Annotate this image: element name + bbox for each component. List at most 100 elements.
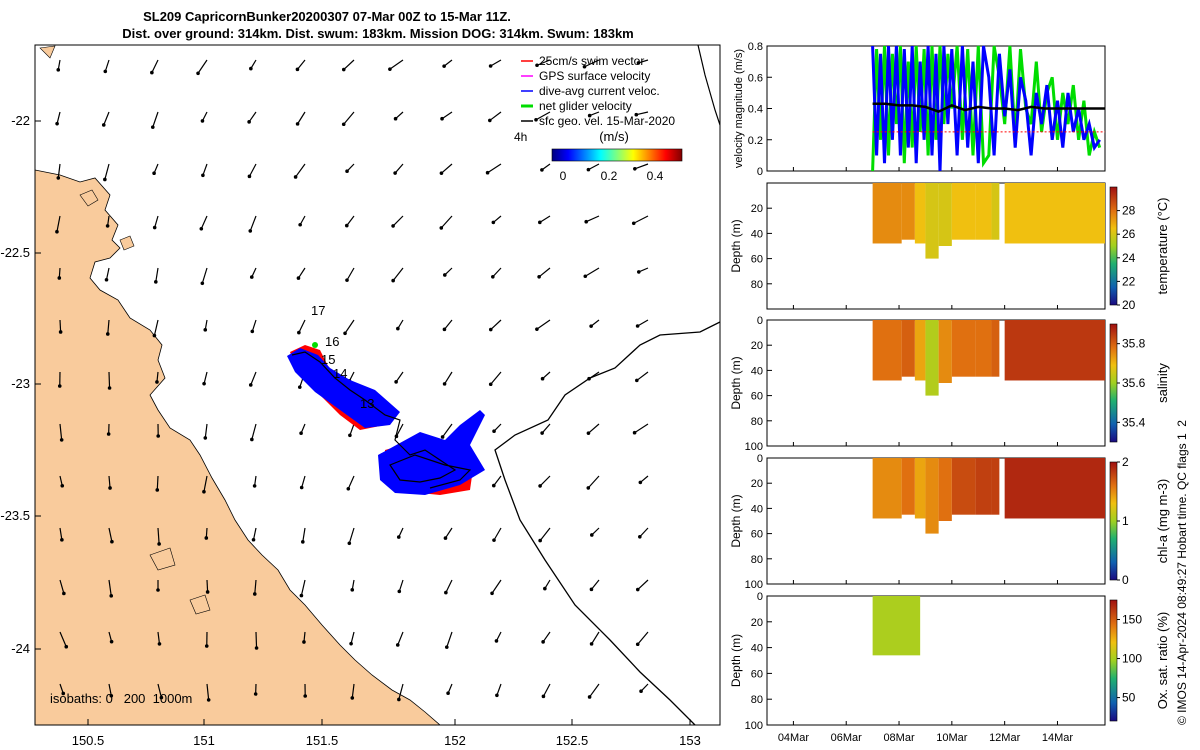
geo-velocity-arrowhead <box>204 644 209 648</box>
geo-velocity-arrowhead <box>200 281 205 286</box>
geo-velocity-arrowhead <box>631 221 636 226</box>
depth-tick-label: 60 <box>751 391 763 403</box>
geo-velocity-arrowhead <box>582 64 587 69</box>
geo-velocity-arrow <box>584 267 600 277</box>
date-tick-label: 08Mar <box>883 732 915 744</box>
geo-velocity-arrow <box>588 163 600 171</box>
geo-velocity-arrow <box>535 111 551 121</box>
legend-label: net glider velocity <box>539 99 632 113</box>
geo-velocity-arrowhead <box>494 639 499 643</box>
dive-avg-cloud <box>287 348 400 428</box>
geo-velocity-arrowhead <box>488 64 493 68</box>
geo-velocity-arrow <box>541 423 551 434</box>
legend-label: dive-avg current veloc. <box>539 84 660 98</box>
geo-velocity-arrowhead <box>634 112 639 117</box>
geo-velocity-arrowhead <box>535 63 539 68</box>
geo-velocity-arrow <box>398 683 404 700</box>
geo-velocity-arrow <box>633 215 649 224</box>
geo-velocity-arrowhead <box>635 378 639 383</box>
geo-velocity-arrow <box>202 163 208 176</box>
geo-velocity-arrowhead <box>57 276 62 280</box>
geo-velocity-arrowhead <box>103 69 108 74</box>
geo-velocity-arrow <box>152 111 159 128</box>
depth-tick-label: 20 <box>751 478 763 490</box>
geo-velocity-arrowhead <box>584 219 589 224</box>
geo-velocity-arrowhead <box>440 116 444 121</box>
geo-velocity-arrow <box>206 683 210 700</box>
geo-velocity-arrowhead <box>55 229 59 234</box>
geo-velocity-arrowhead <box>59 438 64 442</box>
geo-velocity-arrow <box>634 163 649 170</box>
heatmap-cell <box>872 183 902 244</box>
heatmap-cell <box>951 320 976 377</box>
geo-velocity-arrowhead <box>491 220 496 225</box>
geo-velocity-arrow <box>343 111 355 125</box>
geo-velocity-arrow <box>59 631 67 647</box>
geo-velocity-arrowhead <box>638 534 642 539</box>
geo-velocity-arrow <box>350 631 355 644</box>
geo-velocity-arrowhead <box>109 693 114 698</box>
geo-velocity-arrowhead <box>108 486 112 490</box>
geo-velocity-arrowhead <box>394 380 398 384</box>
geo-velocity-arrow <box>203 371 208 384</box>
colorbar-tick-label: 24 <box>1122 251 1136 265</box>
geo-velocity-arrow <box>300 579 306 596</box>
geo-velocity-arrowhead <box>541 694 546 699</box>
geo-velocity-arrowhead <box>495 693 499 698</box>
velocity-ytick-label: 0.8 <box>748 41 763 53</box>
geo-velocity-arrowhead <box>440 435 445 439</box>
geo-velocity-arrowhead <box>444 590 448 595</box>
geo-velocity-arrowhead <box>110 539 114 544</box>
geo-velocity-arrowhead <box>248 383 253 387</box>
geo-velocity-arrowhead <box>350 696 355 700</box>
geo-velocity-arrowhead <box>103 177 107 182</box>
date-axis: 04Mar 06Mar 08Mar 10Mar 12Mar 14Mar <box>778 167 1073 744</box>
map-ytick-label: -22.5 <box>0 245 30 260</box>
geo-velocity-arrowhead <box>345 169 349 173</box>
geo-velocity-arrowhead <box>586 167 591 172</box>
geo-velocity-arrow <box>200 215 208 230</box>
map-xtick-label: 152.5 <box>556 733 589 748</box>
geo-velocity-arrow <box>446 631 453 648</box>
isobaths-label: isobaths: 0 200 1000m <box>50 691 192 706</box>
geo-velocity-arrowhead <box>638 480 643 485</box>
geo-velocity-arrowhead <box>439 226 444 230</box>
heatmap-cell <box>914 458 926 519</box>
geo-velocity-arrow <box>108 527 113 542</box>
geo-velocity-arrow <box>248 111 257 123</box>
geo-velocity-arrowhead <box>299 485 304 490</box>
geo-velocity-arrow <box>539 527 551 541</box>
geo-velocity-arrowhead <box>583 274 588 279</box>
geo-velocity-arrow <box>108 579 112 596</box>
heatmap-colorbar <box>1109 323 1118 443</box>
geo-velocity-arrowhead <box>206 698 211 702</box>
geo-velocity-arrow <box>346 215 355 226</box>
geo-velocity-arrow <box>108 683 112 696</box>
heatmap-cell <box>925 320 939 396</box>
geo-velocity-arrowhead <box>157 642 162 646</box>
geo-velocity-arrow <box>398 579 404 592</box>
geo-velocity-arrow <box>302 527 306 542</box>
geo-velocity-arrow <box>441 111 453 120</box>
geo-velocity-arrowhead <box>397 697 401 702</box>
geo-velocity-arrow <box>59 527 63 540</box>
day-label-17: 17 <box>311 303 325 318</box>
geo-velocity-arrow <box>59 319 62 333</box>
geo-velocity-arrow <box>392 215 404 227</box>
depth-tick-label: 80 <box>751 554 763 566</box>
geo-velocity-arrow <box>295 163 306 178</box>
geo-velocity-arrowhead <box>155 488 160 492</box>
colorbar-label: (m/s) <box>599 129 629 144</box>
geo-velocity-arrow <box>156 475 159 491</box>
depth-tick-label: 0 <box>757 453 763 465</box>
depth-tick-label: 40 <box>751 365 763 377</box>
map-x-axis: 150.5 151 151.5 152 152.5 153 <box>72 719 701 748</box>
geo-velocity-arrowhead <box>199 226 204 231</box>
geo-velocity-arrowhead <box>587 695 592 699</box>
geo-velocity-arrow <box>105 267 110 280</box>
isobath-1000 <box>697 45 720 126</box>
geo-velocity-arrow <box>56 215 61 232</box>
geo-velocity-arrowhead <box>391 278 395 283</box>
geo-velocity-arrowhead <box>61 691 66 696</box>
